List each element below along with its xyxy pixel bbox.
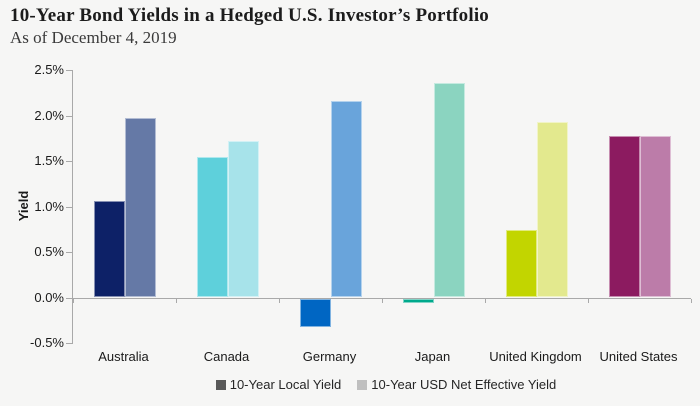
bar-local-germany bbox=[299, 298, 331, 327]
bar-local-united-states bbox=[608, 135, 640, 298]
x-category-label: Canada bbox=[203, 349, 250, 364]
y-tick-label: 2.0% bbox=[34, 107, 64, 123]
y-axis-tick bbox=[66, 161, 73, 162]
bar-local-united-kingdom bbox=[505, 230, 537, 298]
y-axis-tick bbox=[66, 252, 73, 253]
y-tick-label: 0.5% bbox=[34, 244, 64, 259]
y-tick-label: -0.5% bbox=[30, 335, 64, 350]
bar-usd-united-states bbox=[639, 135, 671, 298]
bar-local-canada bbox=[196, 157, 228, 298]
y-tick-label: 2.5% bbox=[34, 62, 64, 77]
legend-swatch-usd bbox=[357, 379, 368, 390]
chart-subtitle: As of December 4, 2019 bbox=[10, 28, 177, 47]
x-category-label: Australia bbox=[98, 349, 149, 364]
legend-item-usd: 10-Year USD Net Effective Yield bbox=[357, 377, 556, 392]
bar-usd-germany bbox=[330, 100, 362, 298]
x-axis-tick bbox=[73, 298, 74, 303]
x-axis-tick bbox=[382, 298, 383, 303]
bar-usd-japan bbox=[433, 82, 465, 298]
y-axis-tick bbox=[66, 70, 73, 71]
plot-area bbox=[66, 70, 692, 344]
bar-local-japan bbox=[402, 298, 434, 304]
legend-label-local: 10-Year Local Yield bbox=[229, 377, 342, 392]
chart-title: 10-Year Bond Yields in a Hedged U.S. Inv… bbox=[10, 5, 490, 26]
bar-local-australia bbox=[93, 201, 125, 298]
chart-legend: 10-Year Local Yield 10-Year USD Net Effec… bbox=[72, 377, 700, 392]
x-category-label: Germany bbox=[302, 349, 357, 364]
bar-usd-australia bbox=[124, 118, 156, 298]
x-category-label: United Kingdom bbox=[489, 349, 582, 364]
y-axis-tick bbox=[66, 297, 73, 299]
x-axis-tick bbox=[176, 298, 177, 303]
x-axis-line bbox=[73, 297, 691, 299]
y-axis-tick bbox=[66, 206, 73, 208]
y-axis-tick bbox=[66, 343, 73, 344]
y-tick-label: 1.0% bbox=[34, 198, 64, 214]
legend-item-local: 10-Year Local Yield bbox=[215, 377, 342, 392]
x-axis-tick bbox=[485, 298, 486, 303]
bar-usd-united-kingdom bbox=[536, 121, 568, 298]
legend-label-usd: 10-Year USD Net Effective Yield bbox=[371, 377, 557, 392]
y-axis-tick bbox=[66, 115, 73, 117]
y-tick-label: 0.0% bbox=[34, 289, 64, 305]
x-axis-tick bbox=[691, 298, 692, 303]
x-axis-tick bbox=[279, 298, 280, 303]
y-tick-label: 1.5% bbox=[34, 153, 64, 168]
x-axis-tick bbox=[588, 298, 589, 303]
x-category-label: United States bbox=[599, 349, 678, 364]
x-category-label: Japan bbox=[414, 349, 451, 364]
legend-swatch-local bbox=[215, 379, 226, 390]
bar-usd-canada bbox=[227, 140, 259, 298]
